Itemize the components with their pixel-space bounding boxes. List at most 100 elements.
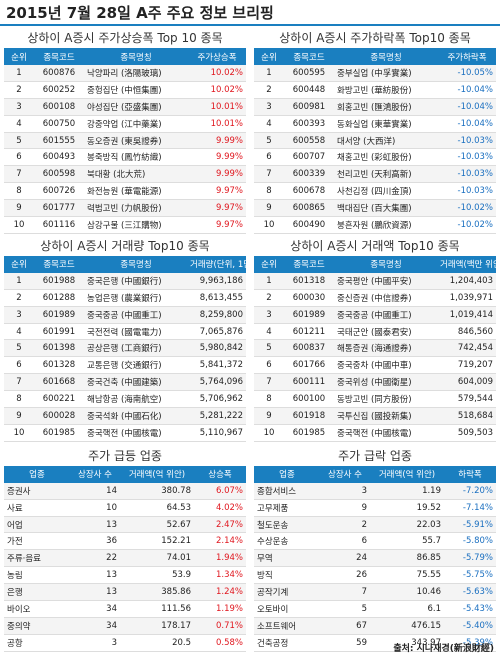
- column-header: 순위: [4, 255, 34, 273]
- cell: 34: [70, 617, 120, 635]
- source: 출처: 시나재경(新浪財經): [393, 644, 494, 654]
- cell: 5: [4, 132, 34, 150]
- row: 2 601288 농업은행 (農業銀行) 8,613,455: [4, 289, 246, 307]
- cell: 601991: [34, 323, 84, 341]
- cell: 중국중차 (中國中車): [334, 356, 438, 375]
- table: 업종 상장사 수 거래액(억 위안) 상승폭 증권사 14 380.78 6.07% 사료 10 6…: [4, 465, 246, 652]
- row: 중의약 34 178.17 0.71%: [4, 617, 246, 635]
- cell: -10.04%: [438, 81, 496, 99]
- column-header: 상승폭: [194, 465, 246, 483]
- cell: 52.67: [120, 516, 194, 534]
- sections: 상하이 A증시 주가상승폭 Top 10 종목 순위 종목코드 종목명칭 주가상승폭 1 6…: [0, 26, 500, 652]
- cell: 중국중공 (中國重工): [334, 306, 438, 324]
- section: 상하이 A증시 주가상승폭 Top 10 종목 순위 종목코드 종목명칭 주가상승폭 1 6…: [0, 26, 500, 234]
- table: 순위 종목코드 종목명칭 주가하락폭 1 600595 중부실업 (中孚實業) -10.05%…: [254, 48, 496, 234]
- cell: 력범고빈 (力帆股份): [84, 199, 188, 218]
- cell: 무역: [254, 549, 320, 568]
- row: 1 600876 낙양파리 (洛陽玻璃) 10.02%: [4, 65, 246, 82]
- cell: 북대황 (北大荒): [84, 165, 188, 184]
- row: 4 601991 국전전력 (國電電力) 7,065,876: [4, 323, 246, 341]
- row: 7 600598 북대황 (北大荒) 9.99%: [4, 165, 246, 184]
- cell: 종합서비스: [254, 482, 320, 500]
- cell: 601777: [34, 199, 84, 218]
- table-title: 상하이 A증시 주가하락폭 Top10 종목: [279, 31, 471, 45]
- cell: 152.21: [120, 532, 194, 551]
- cell: 4: [254, 323, 284, 341]
- cell: -5.63%: [444, 583, 496, 602]
- row: 7 600339 천리고빈 (天利高新) -10.03%: [254, 165, 496, 184]
- cell: 6: [254, 356, 284, 375]
- column-header: 종목코드: [34, 255, 84, 273]
- cell: 2.14%: [194, 532, 246, 551]
- cell: 방직: [254, 566, 320, 585]
- row: 가전 36 152.21 2.14%: [4, 532, 246, 551]
- row: 5 600558 대서양 (大西洋) -10.03%: [254, 132, 496, 150]
- cell: 601116: [34, 216, 84, 234]
- cell: 강중약업 (江中藥業): [84, 115, 188, 133]
- cell: 22.03: [370, 516, 444, 534]
- cell: 7: [254, 373, 284, 392]
- cell: 중부실업 (中孚實業): [334, 65, 438, 82]
- header-row: 순위 종목코드 종목명칭 주가하락폭: [254, 48, 496, 65]
- cell: 600100: [284, 390, 334, 409]
- cell: 600028: [34, 407, 84, 425]
- cell: 고무제품: [254, 499, 320, 517]
- row: 종합서비스 3 1.19 -7.20%: [254, 482, 496, 500]
- cell: 3: [4, 98, 34, 116]
- cell: 3: [254, 98, 284, 116]
- cell: 34: [70, 600, 120, 618]
- cell: 604,009: [438, 373, 496, 392]
- column-header: 종목명칭: [334, 255, 438, 273]
- cell: 동오증권 (東吳證券): [84, 132, 188, 150]
- cell: 10: [254, 424, 284, 442]
- cell: 53.9: [120, 566, 194, 585]
- cell: 중국위성 (中國衛星): [334, 373, 438, 392]
- column-header: 종목코드: [284, 255, 334, 273]
- cell: 5: [4, 339, 34, 358]
- row: 바이오 34 111.56 1.19%: [4, 600, 246, 618]
- cell: 교통은행 (交通銀行): [84, 356, 188, 375]
- row: 9 601918 국투신집 (國投新集) 518,684: [254, 407, 496, 425]
- cell: 385.86: [120, 583, 194, 602]
- cell: 601766: [284, 356, 334, 375]
- cell: 3: [254, 306, 284, 324]
- cell: 4.02%: [194, 499, 246, 517]
- column-header: 상장사 수: [320, 465, 370, 483]
- cell: 600448: [284, 81, 334, 99]
- cell: 1: [4, 272, 34, 290]
- row: 2 600030 중신증권 (中信證券) 1,039,971: [254, 289, 496, 307]
- cell: 380.78: [120, 482, 194, 500]
- row: 방직 26 75.55 -5.75%: [254, 566, 496, 585]
- cell: 600876: [34, 65, 84, 82]
- cell: 9.99%: [188, 148, 246, 167]
- cell: -10.03%: [438, 132, 496, 150]
- cell: 4: [4, 115, 34, 133]
- cell: -10.03%: [438, 182, 496, 201]
- row: 3 600108 야성집단 (亞盛集團) 10.01%: [4, 98, 246, 116]
- cell: 600707: [284, 148, 334, 167]
- cell: 9,963,186: [188, 272, 246, 290]
- cell: 어업: [4, 516, 70, 534]
- cell: 6: [4, 356, 34, 375]
- cell: 6: [320, 532, 370, 551]
- cell: 가전: [4, 532, 70, 551]
- cell: 증권사: [4, 482, 70, 500]
- row: 1 600595 중부실업 (中孚實業) -10.05%: [254, 65, 496, 82]
- cell: 해통증권 (海通證券): [334, 339, 438, 358]
- cell: -10.04%: [438, 115, 496, 133]
- cell: 2: [254, 289, 284, 307]
- row: 8 600678 사천김정 (四川金頂) -10.03%: [254, 182, 496, 201]
- cell: 601918: [284, 407, 334, 425]
- cell: 600837: [284, 339, 334, 358]
- row: 2 600252 중헝집단 (中恒集團) 10.02%: [4, 81, 246, 99]
- cell: 1.19%: [194, 600, 246, 618]
- cell: 중국중공 (中國重工): [84, 306, 188, 324]
- cell: 601985: [34, 424, 84, 442]
- table-box: 주가 급락 업종 업종 상장사 수 거래액(억 위안) 하락폭 종합서비스 3 1.19 -7.…: [254, 444, 496, 652]
- cell: 846,560: [438, 323, 496, 341]
- row: 8 600221 해남항공 (海南航空) 5,706,962: [4, 390, 246, 409]
- section: 주가 급등 업종 업종 상장사 수 거래액(억 위안) 상승폭 증권사 14 380.78 6.…: [0, 444, 500, 652]
- cell: 476.15: [370, 617, 444, 635]
- cell: 2: [320, 516, 370, 534]
